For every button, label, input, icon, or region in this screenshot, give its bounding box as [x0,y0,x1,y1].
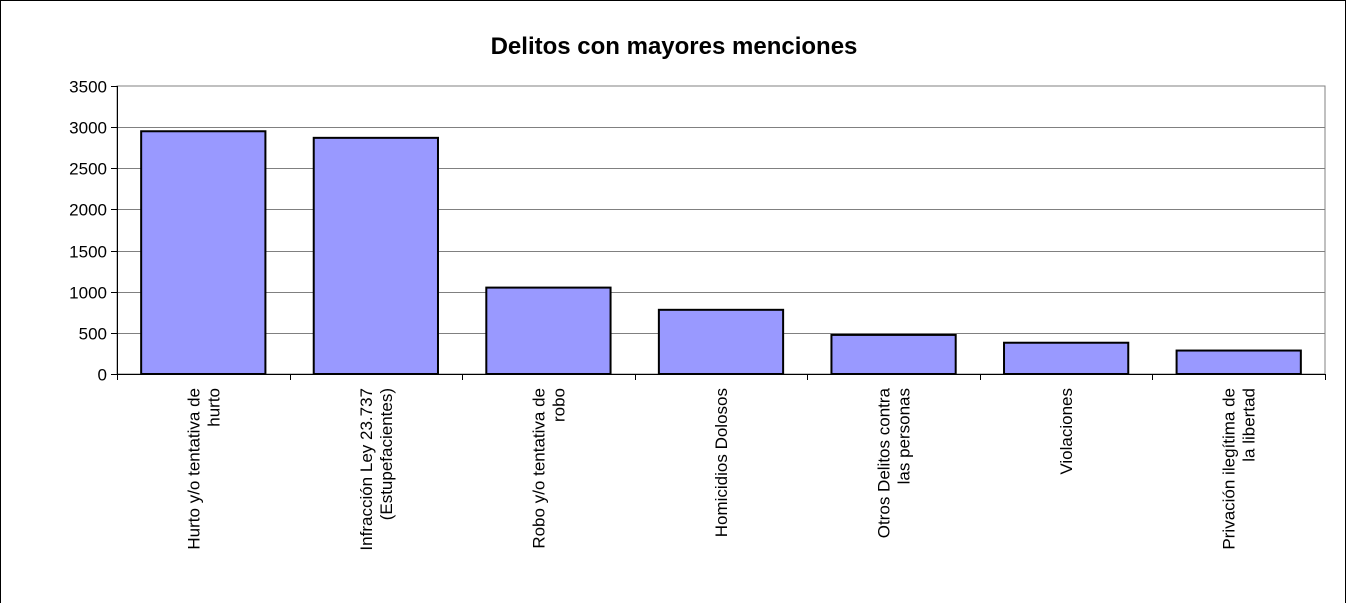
chart-title: Delitos con mayores menciones [490,33,858,60]
bar [312,136,439,375]
y-tick-label: 0 [98,366,107,385]
x-category-label: robo [549,388,568,422]
x-category-label: las personas [895,388,914,484]
bar [485,286,612,376]
bar [140,130,267,375]
x-category-label: (Estupefacientes) [377,388,396,520]
y-tick-label: 2500 [69,160,107,179]
x-category-label: Hurto y/o tentativa de [184,388,203,550]
y-tick-label: 1500 [69,243,107,262]
x-category-label: Robo y/o tentativa de [529,388,548,549]
x-category-label: Privación ilegítima de [1220,388,1239,550]
bar [830,333,957,375]
x-category-label: Violaciones [1057,388,1076,475]
y-tick-label: 500 [79,325,107,344]
x-category-label: hurto [204,388,223,427]
bar [1003,341,1130,375]
y-tick-label: 3000 [69,119,107,138]
bar [1175,349,1302,376]
x-category-label: Otros Delitos contra [875,387,894,538]
bar [657,308,785,375]
x-category-label: la libertad [1240,388,1259,462]
y-tick-label: 3500 [69,78,107,97]
y-tick-label: 1000 [69,284,107,303]
x-category-label: Infracción Ley 23.737 [357,388,376,551]
x-category-label: Homicidios Dolosos [712,388,731,537]
y-tick-label: 2000 [69,201,107,220]
